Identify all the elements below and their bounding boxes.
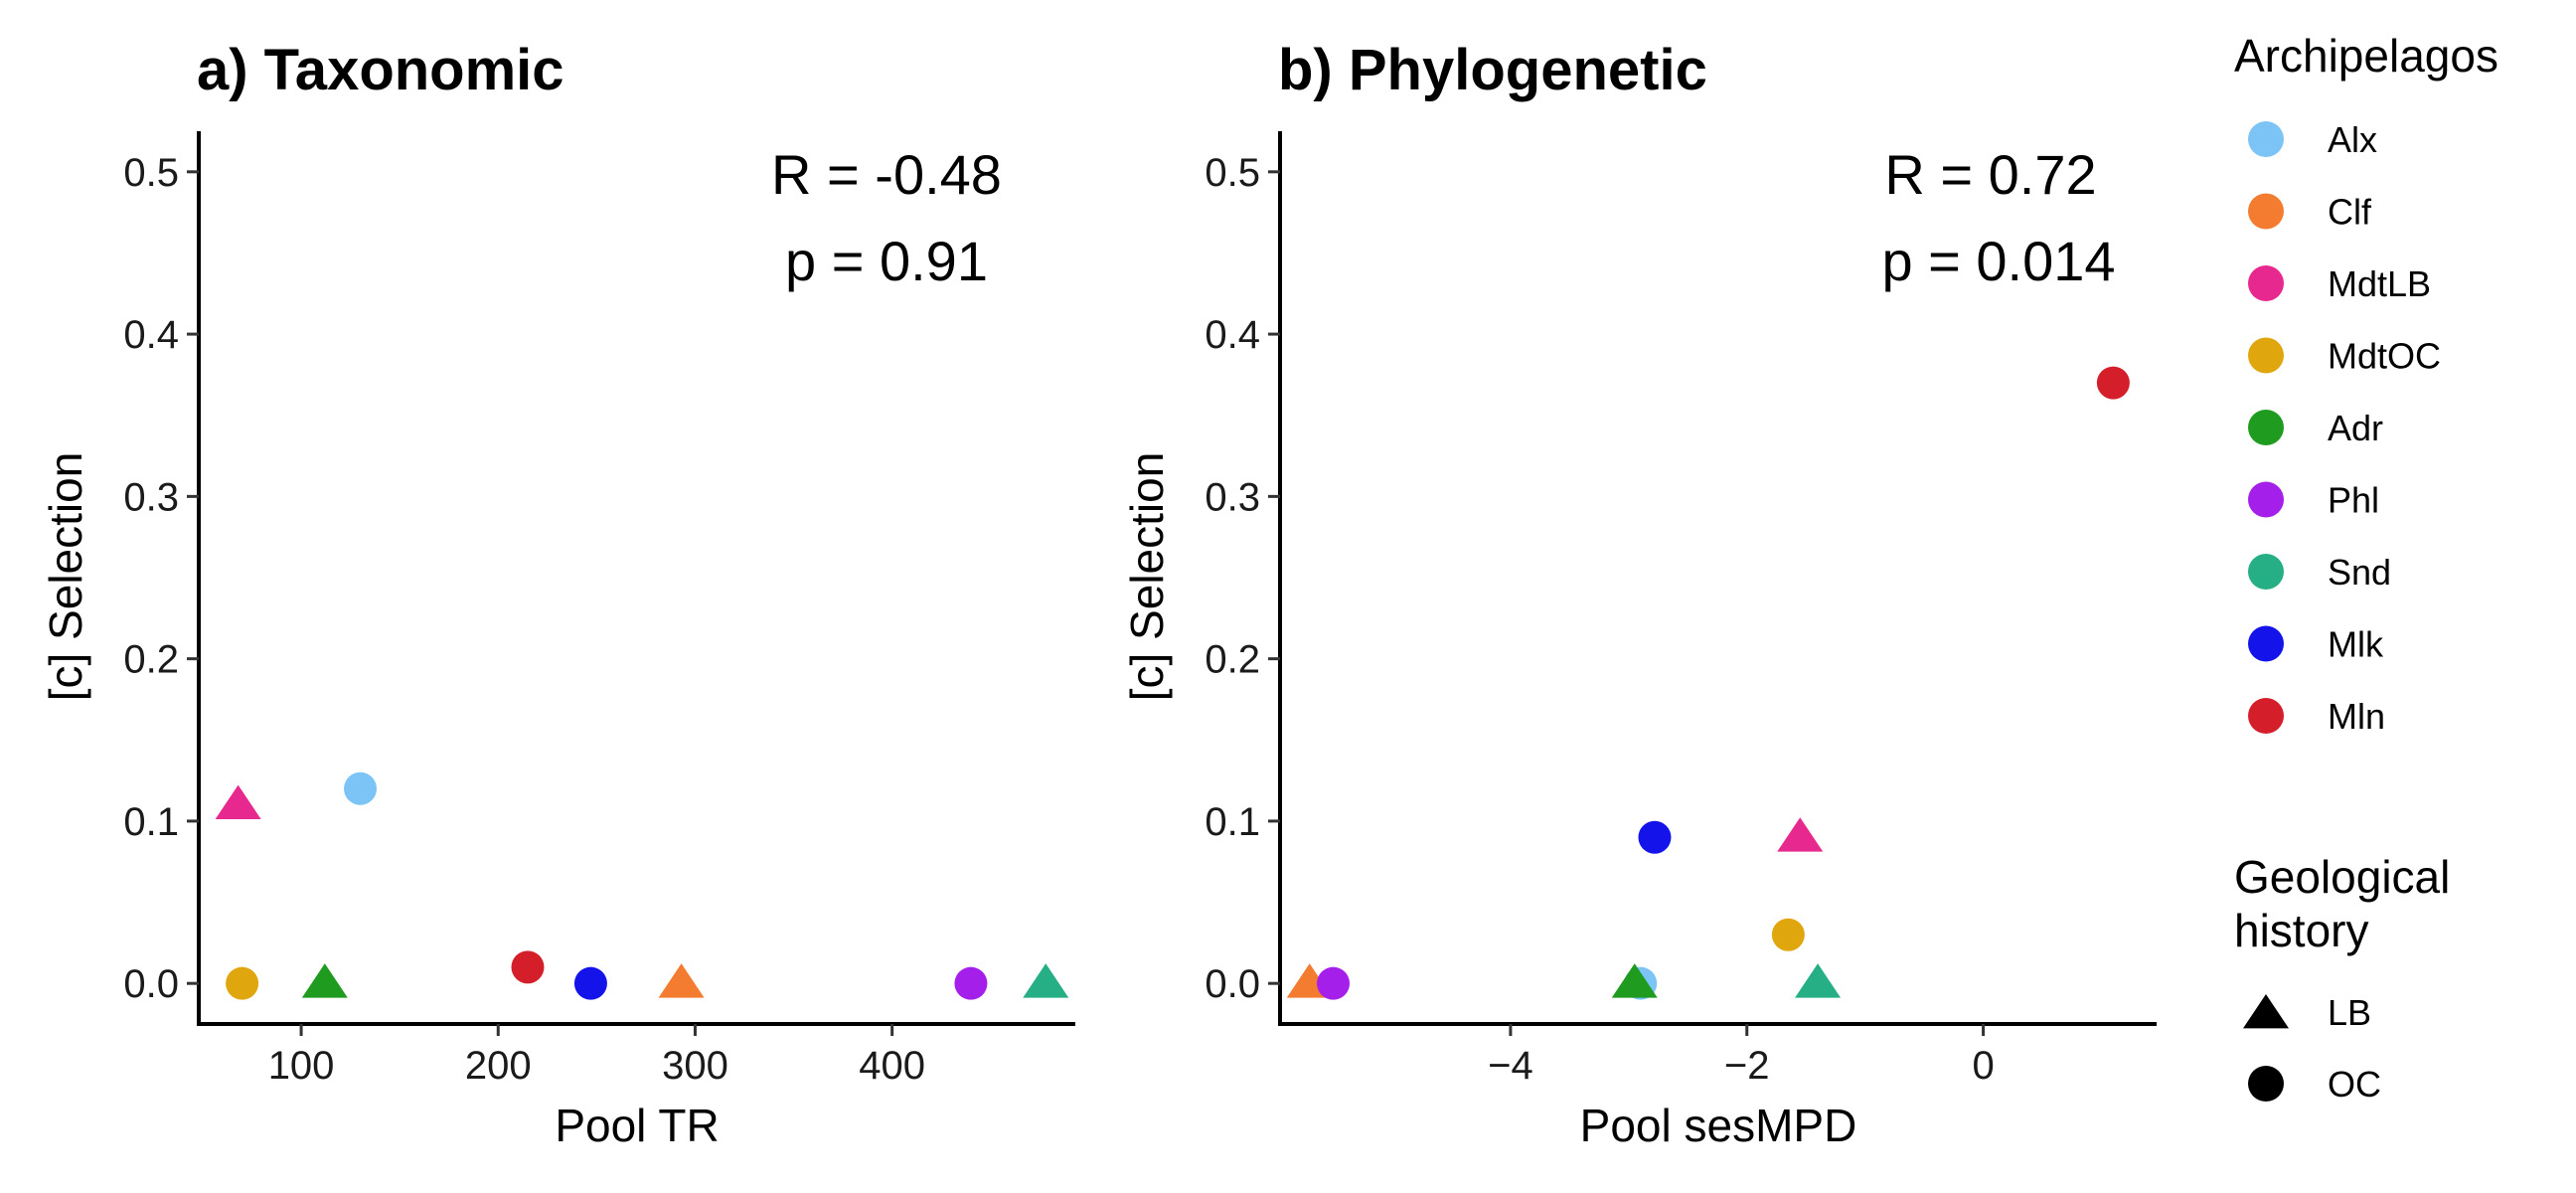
legend: Archipelagos Alx Clf MdtLB MdtOC Adr Phl Snd Ml… [2234, 30, 2498, 1105]
x-tick-label: 100 [268, 1044, 335, 1088]
correlation-r: R = -0.48 [771, 143, 1002, 206]
point-mdtoc [1771, 918, 1805, 951]
legend-key-clf [2248, 193, 2284, 230]
y-tick-label: 0.4 [1205, 313, 1260, 357]
legend-key-lb [2243, 994, 2289, 1029]
y-tick-label: 0.0 [123, 962, 179, 1006]
point-phl [954, 966, 988, 1000]
y-tick-label: 0.0 [1205, 962, 1260, 1006]
legend-key-mln [2248, 698, 2284, 734]
legend-key-mdtoc [2248, 337, 2284, 374]
y-tick-label: 0.5 [123, 151, 179, 195]
y-tick-label: 0.4 [123, 313, 179, 357]
data-marks [215, 771, 1069, 1000]
y-axis-title: [c] Selection [1121, 452, 1173, 702]
legend-key-adr [2248, 410, 2284, 445]
legend-key-mdtlb [2248, 265, 2284, 301]
legend-key-snd [2248, 554, 2284, 590]
y-tick-label: 0.5 [1205, 151, 1260, 195]
x-tick-label: 300 [662, 1044, 728, 1088]
legend-title-geology-line2: history [2234, 905, 2368, 956]
legend-label-lb: LB [2328, 992, 2371, 1033]
legend-label-oc: OC [2328, 1064, 2381, 1105]
y-tick-label: 0.2 [123, 638, 179, 682]
point-alx [344, 771, 378, 805]
legend-archipelagos: Alx Clf MdtLB MdtOC Adr Phl Snd Mlk Mln [2248, 119, 2441, 737]
y-tick-label: 0.1 [1205, 800, 1260, 844]
y-axis-title: [c] Selection [40, 452, 91, 702]
correlation-r: R = 0.72 [1884, 143, 2096, 206]
y-tick-label: 0.3 [123, 475, 179, 519]
x-axis-title: Pool TR [555, 1100, 719, 1151]
point-phl [1317, 966, 1351, 1000]
legend-key-phl [2248, 481, 2284, 518]
correlation-p: p = 0.91 [785, 230, 988, 292]
point-mdtlb [1777, 817, 1824, 852]
point-mlk [1638, 820, 1672, 854]
x-tick-label: 0 [1972, 1044, 1994, 1088]
legend-label-phl: Phl [2328, 480, 2379, 521]
x-tick-label: 200 [465, 1044, 532, 1088]
point-mdtlb [215, 784, 261, 819]
legend-title-archipelagos: Archipelagos [2234, 30, 2498, 82]
x-tick-label: 400 [859, 1044, 925, 1088]
x-tick-label: −4 [1488, 1044, 1533, 1088]
correlation-p: p = 0.014 [1881, 230, 2115, 292]
legend-title-geology: Geological [2234, 851, 2450, 903]
legend-label-mdtlb: MdtLB [2328, 263, 2431, 304]
legend-key-alx [2248, 121, 2284, 157]
point-mdtoc [226, 966, 259, 1000]
legend-label-adr: Adr [2328, 408, 2383, 448]
point-mln [511, 950, 545, 984]
point-adr [301, 963, 348, 998]
panel-phylogenetic: b) Phylogenetic 0.00.10.20.30.40.5−4 −2 0 … [1121, 38, 2157, 1151]
legend-label-mdtoc: MdtOC [2328, 336, 2441, 377]
y-tick-label: 0.2 [1205, 638, 1260, 682]
legend-key-mlk [2248, 625, 2284, 662]
point-clf [658, 963, 705, 998]
x-axis-title: Pool sesMPD [1580, 1100, 1857, 1151]
panel-title: a) Taxonomic [197, 38, 564, 102]
panel-title: b) Phylogenetic [1278, 38, 1707, 102]
point-adr [1611, 963, 1658, 998]
panel-taxonomic: a) Taxonomic 0.0 0.1 0.2 0.3 0.4 0.5 100 200 300… [40, 38, 1075, 1151]
legend-geology: LB OC [2243, 992, 2381, 1105]
legend-label-snd: Snd [2328, 552, 2391, 593]
legend-label-mln: Mln [2328, 696, 2385, 737]
legend-label-mlk: Mlk [2328, 624, 2384, 665]
legend-key-oc [2248, 1066, 2284, 1102]
point-mln [2096, 366, 2130, 400]
y-tick-label: 0.3 [1205, 475, 1260, 519]
legend-label-alx: Alx [2328, 119, 2377, 160]
point-snd [1023, 963, 1069, 998]
axis-ticks: 0.0 0.1 0.2 0.3 0.4 0.5 100 200 300 400 [123, 151, 925, 1088]
legend-label-clf: Clf [2328, 192, 2372, 233]
point-mlk [573, 966, 607, 1000]
data-marks [1286, 366, 2130, 1000]
y-tick-label: 0.1 [123, 800, 179, 844]
axis-ticks: 0.0 0.1 0.2 0.3 0.4 0.5 −4 −2 0 [1205, 151, 1994, 1088]
point-snd [1795, 963, 1842, 998]
x-tick-label: −2 [1724, 1044, 1770, 1088]
